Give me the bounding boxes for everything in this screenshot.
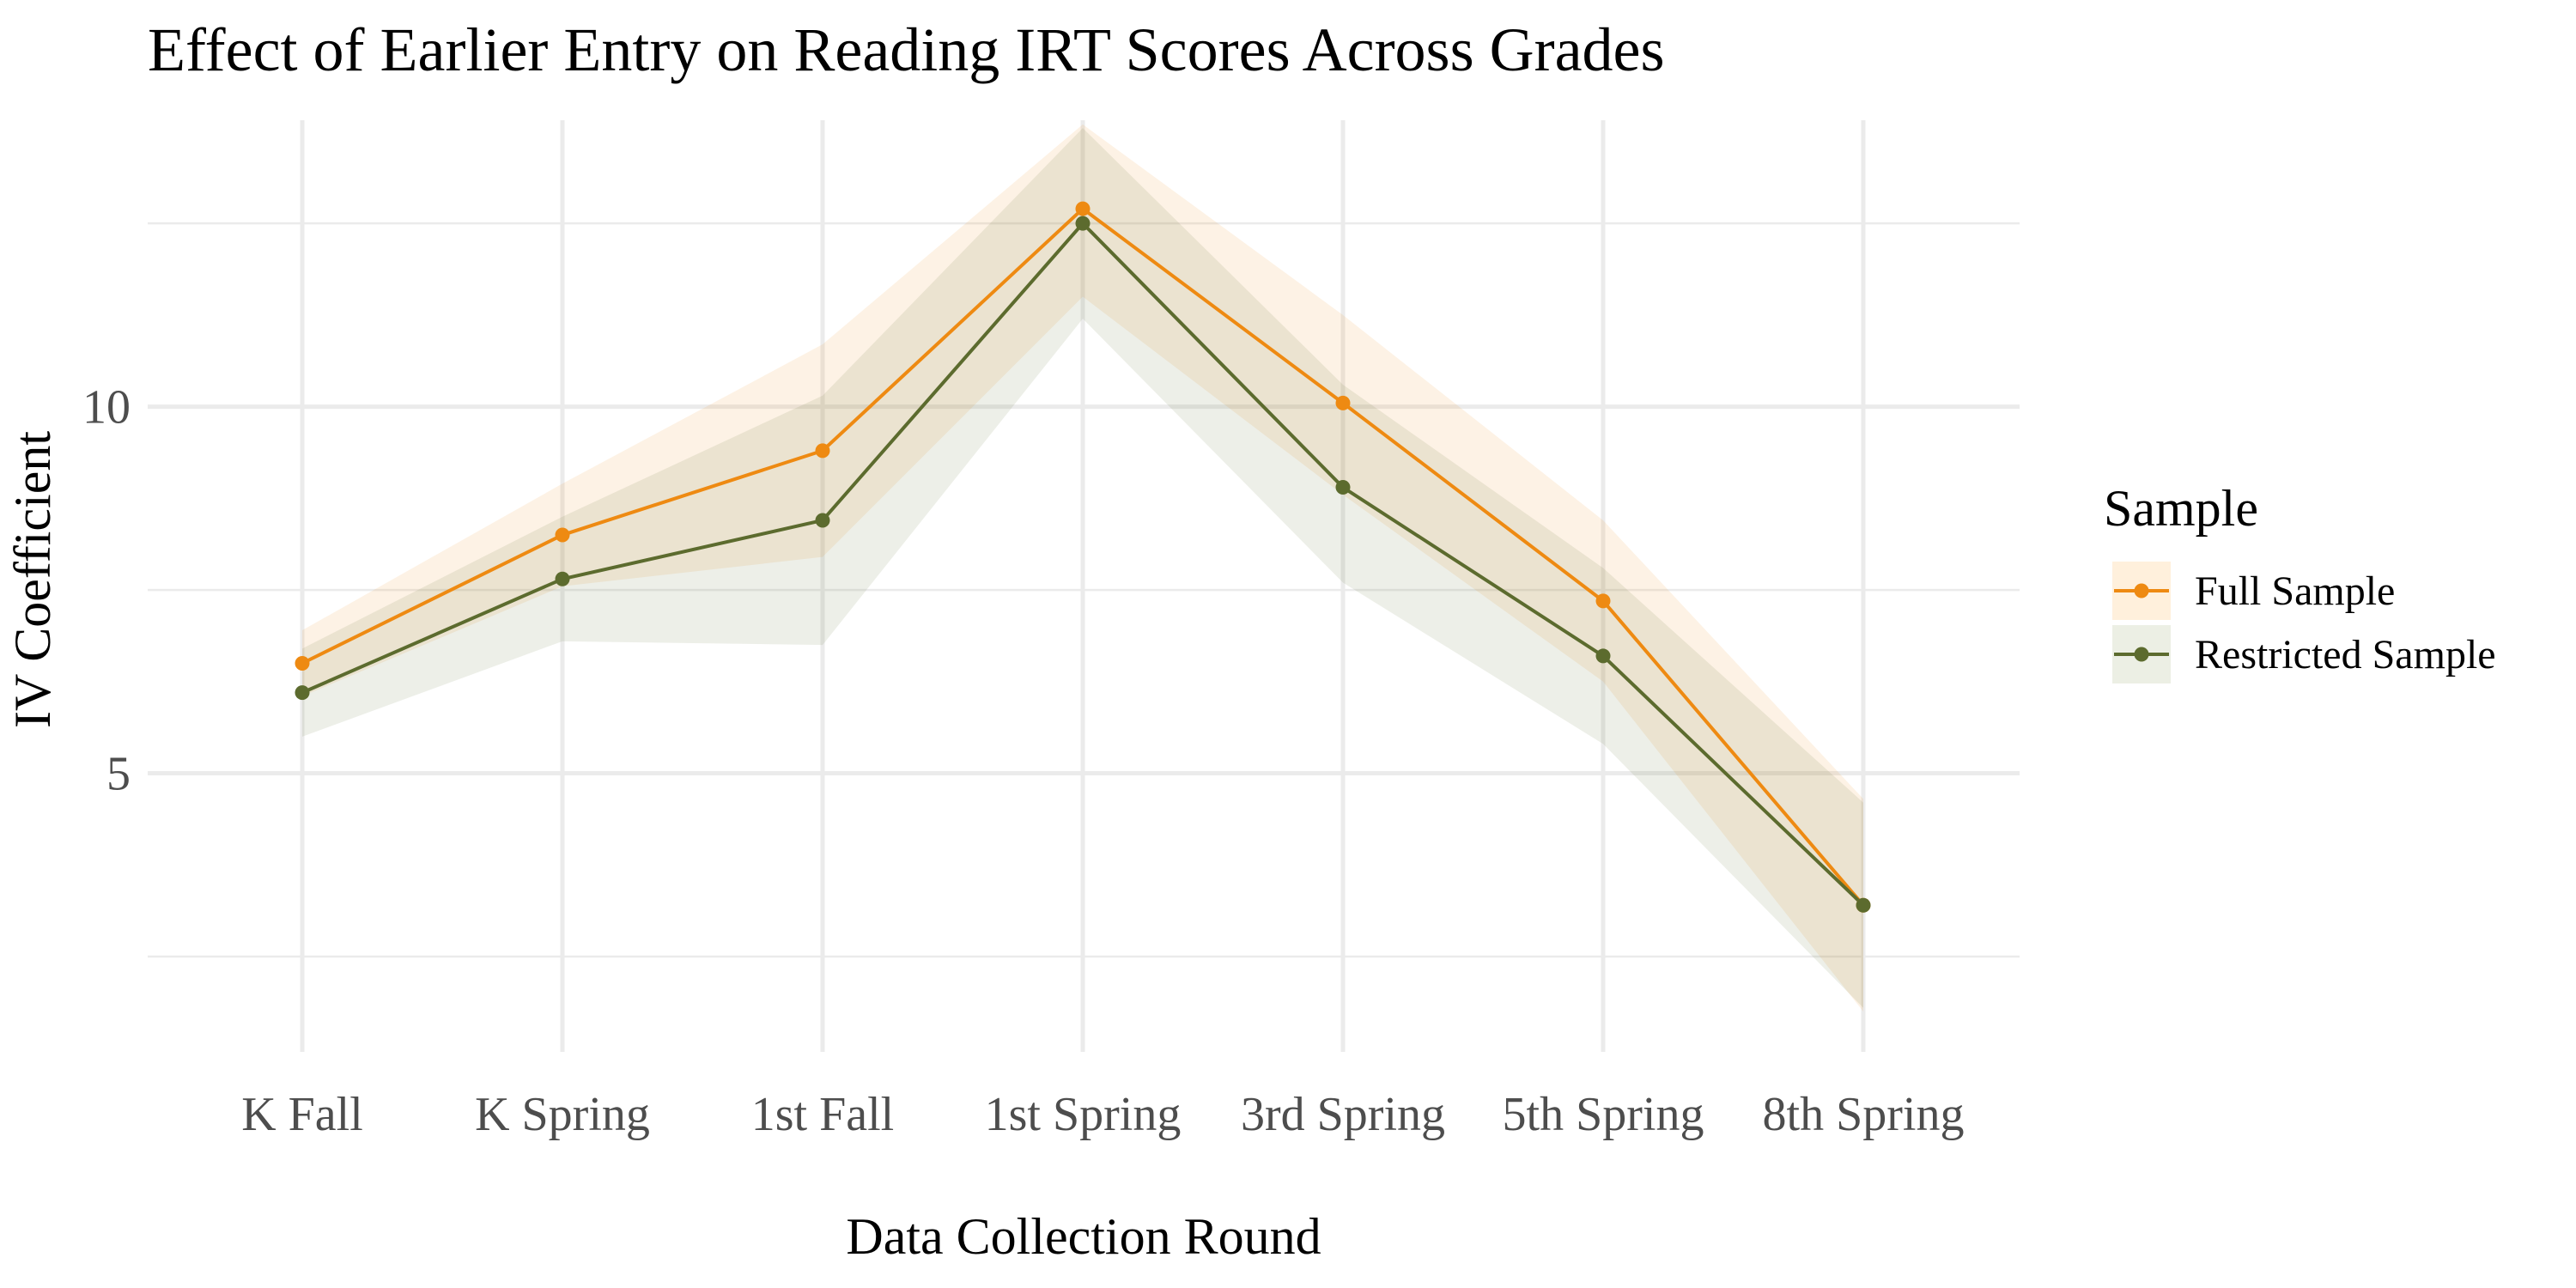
point-series-1 bbox=[815, 513, 830, 528]
legend-key-0 bbox=[2112, 562, 2171, 620]
x-tick-label: K Fall bbox=[241, 1088, 363, 1141]
point-series-1 bbox=[1595, 648, 1611, 664]
y-axis-title: IV Coefficient bbox=[4, 431, 61, 728]
legend: Sample Full Sample Restricted Sample bbox=[2104, 480, 2496, 683]
point-series-1 bbox=[555, 571, 570, 586]
point-series-0 bbox=[1335, 395, 1351, 410]
x-tick-label: 8th Spring bbox=[1763, 1088, 1965, 1141]
y-tick-label: 10 bbox=[82, 381, 131, 434]
legend-key-1 bbox=[2112, 625, 2171, 683]
x-tick-label: 3rd Spring bbox=[1241, 1088, 1445, 1141]
legend-label-1: Restricted Sample bbox=[2195, 632, 2496, 677]
x-tick-label: K Spring bbox=[475, 1088, 650, 1141]
chart-title: Effect of Earlier Entry on Reading IRT S… bbox=[148, 15, 1665, 84]
x-axis-ticks: K Fall K Spring 1st Fall 1st Spring 3rd Spri… bbox=[241, 1088, 1964, 1141]
point-series-1 bbox=[1075, 216, 1091, 231]
legend-key-point bbox=[2134, 583, 2149, 598]
x-axis-title: Data Collection Round bbox=[846, 1208, 1321, 1265]
point-series-0 bbox=[295, 655, 310, 671]
legend-key-point bbox=[2134, 647, 2149, 662]
point-series-0 bbox=[1595, 593, 1611, 609]
point-series-0 bbox=[1075, 201, 1091, 216]
point-series-0 bbox=[555, 527, 570, 543]
y-axis-ticks: 5 10 bbox=[82, 381, 131, 801]
x-tick-label: 5th Spring bbox=[1503, 1088, 1704, 1141]
x-tick-label: 1st Spring bbox=[985, 1088, 1182, 1141]
point-series-1 bbox=[1856, 897, 1871, 913]
point-series-1 bbox=[295, 685, 310, 701]
point-series-0 bbox=[815, 443, 830, 459]
grid-major bbox=[148, 120, 2020, 1052]
legend-label-0: Full Sample bbox=[2195, 568, 2395, 614]
legend-title: Sample bbox=[2104, 480, 2258, 537]
y-tick-label: 5 bbox=[106, 748, 131, 801]
x-tick-label: 1st Fall bbox=[751, 1088, 894, 1141]
series-points bbox=[295, 201, 1871, 913]
point-series-1 bbox=[1335, 480, 1351, 495]
